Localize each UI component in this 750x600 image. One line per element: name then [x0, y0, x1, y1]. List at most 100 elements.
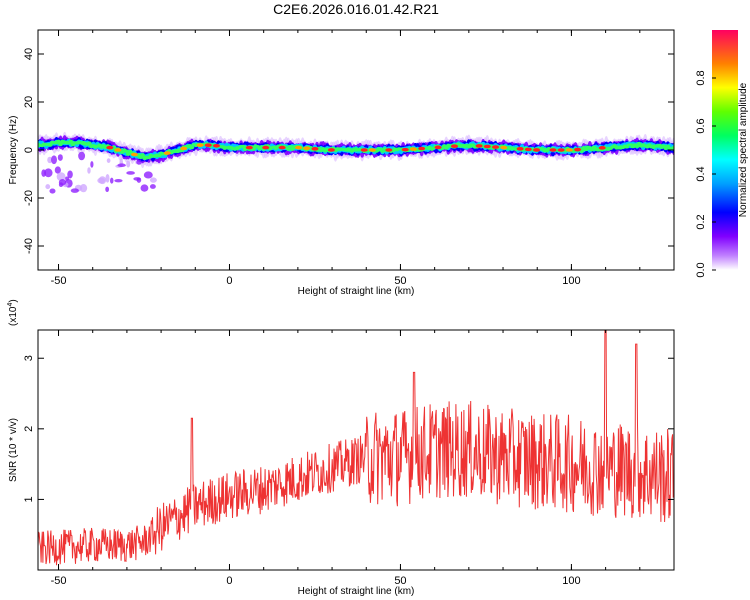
spectrogram-cell [630, 145, 636, 149]
snr-series-line [38, 330, 674, 566]
spectrogram-blob [44, 168, 53, 178]
spectrogram-peak [106, 145, 114, 150]
spectrogram-blob [149, 177, 157, 183]
snr-y-scale-exp: 4 [7, 303, 14, 307]
snr-y-label: SNR (10 * v/v) [8, 418, 19, 482]
spectrogram-x-ticks: -50 0 50 100 [51, 30, 675, 287]
x-tick-label: 50 [394, 275, 406, 287]
spectrogram-blob [114, 179, 123, 183]
spectrogram-blob [57, 154, 63, 161]
snr-panel: -50 0 50 100 1 2 3 Height of straight line (k… [7, 299, 675, 597]
colorbar-gradient [712, 30, 738, 270]
colorbar: 0.0 0.2 0.4 0.6 0.8 Normalized spectral ampl… [695, 30, 749, 278]
spectrogram-peak [180, 146, 188, 151]
spectrogram-blob [140, 184, 149, 192]
x-tick-label: -50 [51, 275, 67, 287]
spectrogram-peak [516, 147, 524, 151]
spectrogram-y-label: Frequency (Hz) [8, 116, 19, 185]
snr-y-scale-label: (x10 [8, 306, 19, 326]
spectrogram-blob [126, 160, 131, 168]
colorbar-tick-label: 0.6 [695, 118, 707, 133]
spectrogram-cell [285, 147, 291, 151]
spectrogram-peak [409, 147, 417, 151]
spectrogram-blob [90, 161, 94, 168]
spectrogram-peak [401, 147, 409, 152]
x-tick-label: 100 [562, 575, 580, 587]
y-tick-label: 40 [23, 48, 35, 60]
spectrogram-cell [86, 141, 92, 146]
snr-y-scale: (x104) [7, 299, 19, 326]
spectrogram-blob [70, 188, 79, 193]
spectrogram-blob [56, 172, 66, 181]
spectrogram-peak [303, 146, 311, 151]
spectrogram-blob [87, 167, 91, 174]
colorbar-tick-label: 0.0 [695, 262, 707, 277]
y-tick-label: -20 [23, 190, 35, 206]
spectrogram-blob [98, 176, 107, 185]
spectrogram-blob [149, 184, 156, 189]
spectrogram-peak [500, 145, 508, 150]
spectrogram-blob [65, 176, 70, 181]
x-tick-label: 0 [226, 275, 232, 287]
spectrogram-peak [114, 148, 122, 152]
spectrogram-peak [278, 145, 286, 150]
spectrogram-y-ticks: -40 -20 0 20 40 [23, 48, 674, 254]
spectrogram-blob [49, 188, 56, 194]
spectrogram-peak [565, 148, 573, 152]
spectrogram-blob [79, 184, 88, 193]
snr-y-ticks: 1 2 3 [23, 355, 674, 502]
y-tick-label: 2 [23, 426, 35, 432]
spectrogram-cell [123, 149, 129, 153]
y-tick-label: 1 [23, 496, 35, 502]
spectrogram-cell [47, 143, 53, 147]
spectrogram-peak [450, 144, 458, 149]
spectrogram-peak [475, 144, 483, 148]
spectrogram-blob [110, 177, 114, 184]
spectrogram-peak [574, 147, 582, 152]
spectrogram-peak [533, 148, 541, 152]
spectrogram-x-label: Height of straight line (km) [298, 286, 415, 297]
spectrogram-peak [524, 147, 532, 152]
colorbar-label: Normalized spectral amplitude [738, 82, 749, 217]
colorbar-tick-label: 0.2 [695, 214, 707, 229]
y-tick-label: 20 [23, 96, 35, 108]
spectrogram-blob [51, 155, 57, 165]
spectrogram-peak [327, 148, 335, 152]
spectrogram-blob [105, 186, 110, 192]
spectrogram-peak [163, 151, 171, 155]
spectrogram-cell [624, 145, 630, 149]
spectrogram-cell [380, 150, 386, 153]
spectrogram-ridge [38, 131, 674, 194]
colorbar-ticks: 0.0 0.2 0.4 0.6 0.8 [695, 70, 716, 278]
spectrogram-cell [628, 143, 634, 147]
snr-x-label: Height of straight line (km) [298, 586, 415, 597]
spectrogram-peak [549, 148, 557, 152]
x-tick-label: 0 [226, 575, 232, 587]
chart-title: C2E6.2026.016.01.42.R21 [273, 1, 439, 17]
spectrogram-peak [212, 143, 220, 148]
spectrogram-peak [492, 145, 500, 149]
spectrogram-blob [136, 159, 142, 165]
spectrogram-peak [196, 143, 204, 147]
y-tick-label: 3 [23, 355, 35, 361]
spectrogram-peak [434, 145, 442, 150]
colorbar-tick-label: 0.8 [695, 70, 707, 85]
x-tick-label: -50 [51, 575, 67, 587]
spectrogram-cell [671, 146, 674, 149]
spectrogram-peak [385, 148, 393, 152]
spectrogram-panel: -50 0 50 100 -40 -20 0 20 40 Height of straight… [8, 29, 675, 297]
y-tick-label: 0 [23, 147, 35, 153]
spectrogram-blob [106, 158, 111, 163]
spectrogram-peak [262, 145, 270, 150]
spectrogram-blob [67, 170, 73, 179]
spectrogram-blob [126, 171, 135, 175]
spectrogram-blob [47, 156, 53, 164]
spectrogram-peak [557, 148, 565, 152]
spectrogram-peak [360, 148, 368, 152]
spectrogram-peak [368, 148, 376, 152]
snr-frame [37, 329, 675, 571]
spectrogram-cell [189, 145, 195, 150]
spectrogram-blob [133, 177, 141, 181]
snr-x-ticks: -50 0 50 100 [51, 330, 675, 587]
